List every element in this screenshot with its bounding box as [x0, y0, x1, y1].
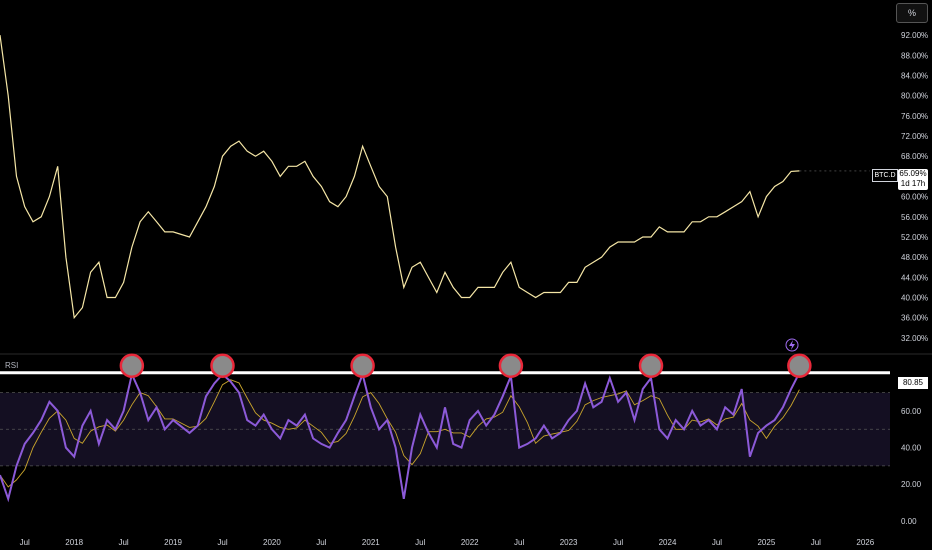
price-tick-label: 88.00% [901, 51, 928, 60]
price-tick-label: 44.00% [901, 273, 928, 282]
overbought-circle-marker [210, 353, 235, 379]
price-series-line [0, 35, 800, 320]
rsi-ma-line [0, 379, 800, 488]
price-tick-label: 32.00% [901, 334, 928, 343]
x-tick-label: 2025 [757, 538, 775, 547]
price-tick-label: 60.00% [901, 193, 928, 202]
x-tick-label: Jul [20, 538, 30, 547]
x-tick-label: 2018 [65, 538, 83, 547]
overbought-circle-marker [498, 353, 524, 379]
symbol-tag: BTC.D [872, 169, 898, 182]
x-tick-label: Jul [415, 538, 425, 547]
rsi-tick-label: 40.00 [901, 444, 922, 453]
x-axis: Jul 2018 Jul 2019 Jul 2020 Jul 2021 Jul 2022 Jul 20… [20, 538, 875, 547]
x-tick-label: 2020 [263, 538, 281, 547]
x-tick-label: Jul [712, 538, 722, 547]
price-tick-label: 72.00% [901, 132, 928, 141]
price-tick-label: 68.00% [901, 152, 928, 161]
last-price: 65.09% [899, 169, 927, 178]
x-tick-label: 2021 [362, 538, 380, 547]
x-tick-label: 2019 [164, 538, 182, 547]
last-price-tag: 65.09% 1d 17h [898, 169, 928, 190]
rsi-value-tag: 80.85 [898, 377, 928, 389]
overbought-circle-marker [350, 353, 375, 379]
x-tick-label: 2022 [461, 538, 479, 547]
price-pane: 32.00% 36.00% 40.00% 44.00% 48.00% 52.00% 56.0… [0, 31, 932, 355]
lightning-icon-bolt [789, 340, 795, 350]
rsi-pane-label: RSI [5, 361, 19, 370]
x-tick-label: Jul [811, 538, 821, 547]
overbought-circle-marker [119, 353, 145, 379]
price-tick-label: 56.00% [901, 213, 928, 222]
price-tick-label: 52.00% [901, 233, 928, 242]
x-tick-label: Jul [118, 538, 128, 547]
rsi-pane: 0.00 20.00 40.00 60.00 [0, 353, 922, 526]
rsi-tick-label: 60.00 [901, 407, 922, 416]
x-tick-label: Jul [613, 538, 623, 547]
rsi-tick-label: 0.00 [901, 517, 917, 526]
percent-scale-button[interactable]: % [896, 3, 928, 23]
price-tick-label: 92.00% [901, 31, 928, 40]
x-tick-label: Jul [514, 538, 524, 547]
lightning-icon[interactable] [785, 338, 799, 352]
price-tick-label: 36.00% [901, 314, 928, 323]
price-tick-label: 76.00% [901, 112, 928, 121]
price-tick-label: 84.00% [901, 72, 928, 81]
x-tick-label: Jul [217, 538, 227, 547]
price-tick-label: 48.00% [901, 253, 928, 262]
x-tick-label: 2023 [560, 538, 578, 547]
price-tick-label: 80.00% [901, 92, 928, 101]
countdown: 1d 17h [900, 179, 926, 188]
lightning-icon-ring [785, 338, 799, 352]
price-tick-label: 40.00% [901, 294, 928, 303]
x-tick-label: 2026 [856, 538, 874, 547]
overbought-circle-marker [638, 353, 664, 379]
x-tick-label: 2024 [659, 538, 677, 547]
overbought-circle-marker [787, 353, 812, 379]
rsi-tick-label: 20.00 [901, 480, 922, 489]
x-tick-label: Jul [316, 538, 326, 547]
